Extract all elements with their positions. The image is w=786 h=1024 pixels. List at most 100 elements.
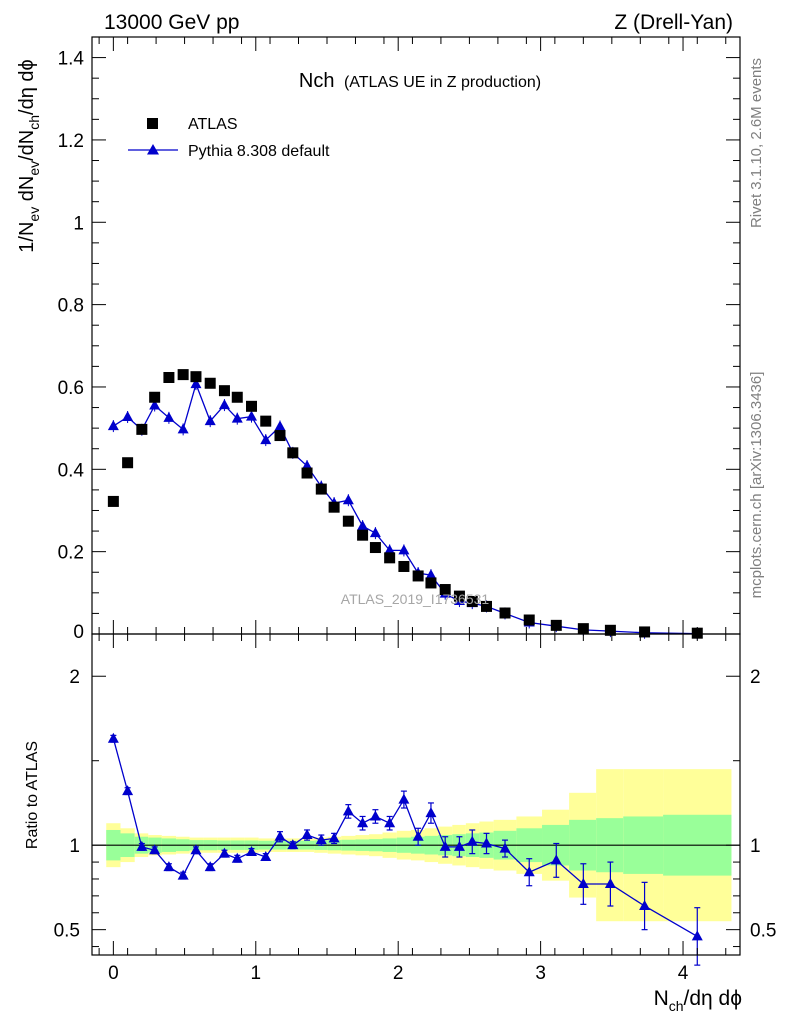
ratio-pythia-point: [550, 854, 562, 865]
ratio-pythia-point: [342, 805, 354, 816]
ratio-pythia-point: [523, 866, 535, 877]
atlas-point: [466, 595, 478, 607]
ratio-pythia-point: [466, 835, 478, 846]
ratio-pythia-point: [425, 807, 437, 818]
pythia-point: [357, 520, 369, 531]
ratio-y-tick-label: 0.5: [54, 921, 80, 942]
ratio-pythia-point: [384, 817, 396, 828]
pythia-point: [122, 411, 134, 422]
atlas-point: [246, 400, 258, 412]
atlas-point: [523, 614, 535, 626]
main-axis-ticks: 0.2 0.4 0.6 0.8 1 1.2 1.4 0: [58, 37, 740, 643]
ratio-x-tick-label: 2: [393, 963, 404, 984]
ratio-pythia-point: [691, 930, 703, 941]
ratio-pythia-point: [328, 832, 340, 843]
ratio-y-tick-label-right: 2: [750, 667, 761, 688]
atlas-point: [439, 584, 451, 596]
legend-pythia-label: Pythia 8.308 default: [188, 143, 330, 160]
atlas-point: [107, 495, 119, 507]
ratio-pythia-point: [604, 878, 616, 889]
ylabel-part-3: dN: [16, 176, 38, 207]
ratio-pythia-point: [231, 852, 243, 863]
ratio-pythia-point: [122, 785, 134, 796]
ylabel-part-7: /dη dϕ: [16, 59, 38, 115]
main-y-axis-label: 1/Nev dNev/dNch/dη dϕ: [16, 59, 42, 252]
ratio-pythia-point: [218, 847, 230, 858]
ratio-pythia-point: [453, 840, 465, 851]
ratio-pythia-point: [260, 851, 272, 862]
ratio-pythia-point: [274, 830, 286, 841]
atlas-point: [231, 391, 243, 403]
pythia-point: [107, 420, 119, 431]
ratio-pythia-point: [357, 817, 369, 828]
pythia-point: [163, 411, 175, 422]
ratio-x-tick-label: 0: [108, 963, 119, 984]
atlas-point: [499, 607, 511, 619]
main-panel: ATLAS_2019_I1736531 0.20.40.60.811.21.40…: [16, 36, 741, 643]
pythia-point: [384, 544, 396, 555]
pythia-point: [218, 399, 230, 410]
ratio-pythia-point: [177, 869, 189, 880]
ratio-x-tick-label: 3: [535, 963, 546, 984]
ratio-y-tick-label: 1: [69, 836, 80, 857]
ratio-pythia-point: [246, 845, 258, 856]
legend-atlas-label: ATLAS: [188, 116, 238, 133]
collision-label: 13000 GeV pp: [104, 11, 239, 34]
ratio-pythia-point: [398, 793, 410, 804]
atlas-point: [550, 619, 562, 631]
ratio-pythia-point: [204, 861, 216, 872]
main-y-tick-label: 1.4: [58, 49, 85, 70]
atlas-point: [163, 371, 175, 383]
ylabel-part-6: ch: [26, 115, 42, 130]
atlas-point: [604, 624, 616, 636]
ratio-pythia-point: [149, 844, 161, 855]
xlabel-part-3: /dη dϕ: [684, 987, 742, 1010]
ratio-pythia-point: [163, 861, 175, 872]
ratio-frame: [91, 633, 741, 956]
ylabel-part-4: ev: [26, 161, 42, 176]
atlas-point: [369, 542, 381, 554]
atlas-point: [287, 447, 299, 459]
ratio-x-axis-label: Nch/dη dϕ: [654, 987, 742, 1014]
atlas-point: [425, 577, 437, 589]
chart-title: Nch (ATLAS UE in Z production): [299, 70, 541, 92]
ratio-pythia-point: [480, 837, 492, 848]
pythia-point: [177, 423, 189, 434]
ratio-pythia-point: [639, 900, 651, 911]
pythia-point: [260, 434, 272, 445]
atlas-point: [357, 529, 369, 541]
ylabel-part-2: ev: [26, 207, 42, 222]
atlas-point: [177, 369, 189, 381]
pythia-point: [398, 544, 410, 555]
ratio-pythia-point: [315, 834, 327, 845]
process-label: Z (Drell-Yan): [614, 11, 733, 34]
legend: ATLAS Pythia 8.308 default: [128, 116, 330, 160]
atlas-point: [301, 467, 313, 479]
main-y-tick-label: 0.8: [58, 296, 84, 317]
atlas-point: [190, 371, 202, 383]
atlas-point: [384, 552, 396, 564]
ratio-axis-ticks: 0.5 0.5 1 1 2 2 0 1 2 3 4: [54, 634, 776, 984]
main-y-tick-label-zero: 0: [73, 622, 84, 643]
ratio-x-tick-label: 4: [678, 963, 689, 984]
atlas-point: [412, 570, 424, 582]
legend-pythia-marker: [147, 144, 159, 155]
atlas-point: [398, 560, 410, 572]
pythia-point: [274, 420, 286, 431]
mcplots-label: mcplots.cern.ch [arXiv:1306.3436]: [748, 372, 765, 599]
atlas-point: [480, 600, 492, 612]
atlas-point: [136, 423, 148, 435]
main-data-layer: [107, 369, 703, 640]
ylabel-part-5: /dN: [16, 130, 38, 161]
pythia-point: [149, 399, 161, 410]
rivet-version-label: Rivet 3.1.10, 2.6M events: [748, 58, 765, 228]
pythia-point: [246, 410, 258, 421]
ratio-x-tick-label: 1: [250, 963, 261, 984]
main-y-tick-label: 1: [73, 213, 84, 234]
ratio-pythia-point: [301, 829, 313, 840]
main-y-tick-label: 0.6: [58, 378, 84, 399]
pythia-point: [231, 412, 243, 423]
atlas-point: [204, 377, 216, 389]
chart-title-main: Nch: [299, 70, 335, 92]
